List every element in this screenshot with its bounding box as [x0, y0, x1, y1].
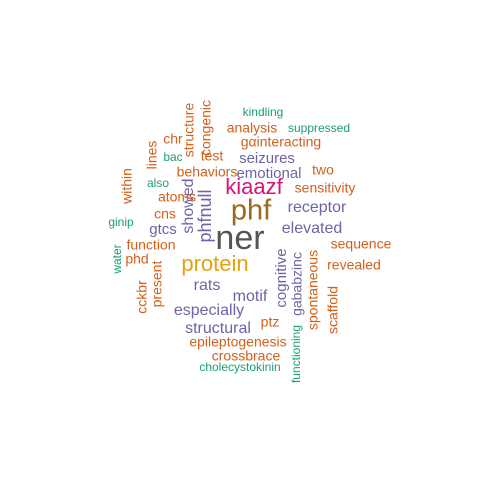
word: sensitivity — [295, 180, 356, 196]
word: structural — [185, 320, 251, 337]
word: also — [147, 176, 169, 190]
word: motif — [233, 288, 268, 305]
word: suppressed — [288, 121, 350, 135]
word: especially — [174, 302, 244, 319]
word: cholecystokinin — [199, 360, 280, 374]
word: sequence — [331, 236, 392, 252]
word: phf — [231, 195, 272, 227]
word: function — [126, 237, 175, 253]
word: crossbrace — [212, 348, 281, 364]
word: lines — [144, 141, 160, 170]
word: analysis — [227, 120, 278, 136]
word: kiaazf — [225, 174, 283, 199]
word: water — [110, 244, 124, 274]
word: elevated — [282, 220, 343, 237]
word: emotional — [236, 165, 301, 182]
word: ginip — [108, 215, 134, 229]
word: functioning — [289, 325, 303, 383]
word: structure — [181, 103, 197, 158]
word: cognitive — [273, 248, 290, 307]
word: epileptogenesis — [189, 334, 286, 350]
word: gαinteracting — [241, 134, 321, 150]
word: rats — [194, 277, 221, 294]
word: ner — [215, 219, 264, 257]
word: atoms — [158, 189, 196, 205]
word: receptor — [288, 199, 347, 216]
word: kindling — [243, 105, 284, 119]
word: gtcs — [149, 221, 177, 238]
word: seizures — [239, 150, 295, 167]
word: bac — [163, 150, 182, 164]
word: congenic — [198, 100, 214, 156]
word: ptz — [261, 314, 280, 330]
word: phfnull — [195, 189, 215, 242]
word: phd — [125, 251, 148, 267]
word: scaffold — [325, 286, 341, 334]
word: spontaneous — [305, 250, 321, 330]
word: two — [312, 162, 334, 178]
word: within — [119, 168, 135, 205]
word: cckbr — [134, 280, 150, 314]
word: cns — [154, 206, 176, 222]
word: present — [149, 261, 165, 308]
word: protein — [181, 251, 248, 276]
word: behaviors — [177, 164, 238, 180]
word: showed — [180, 178, 197, 233]
word: revealed — [327, 257, 381, 273]
word: gababzinc — [289, 252, 305, 316]
word: test — [201, 148, 224, 164]
word: chr — [163, 131, 183, 147]
